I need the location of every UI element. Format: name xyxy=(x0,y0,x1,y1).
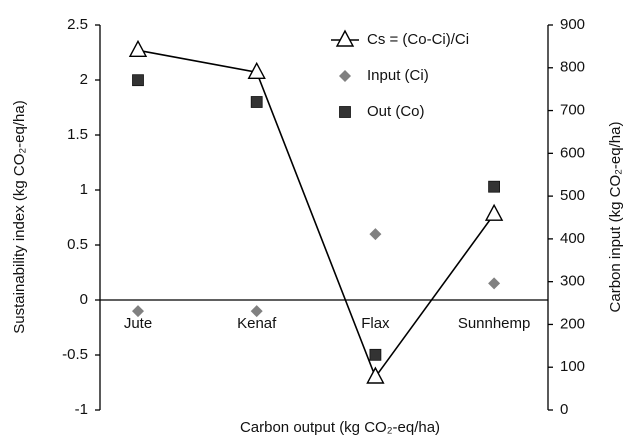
data-point xyxy=(247,61,266,80)
legend-marker xyxy=(339,106,351,118)
x-tick-label: Kenaf xyxy=(237,315,277,332)
x-tick-label: Flax xyxy=(361,315,390,332)
legend-marker xyxy=(335,29,355,47)
data-point xyxy=(132,305,144,318)
legend-label: Cs = (Co-Ci)/Ci xyxy=(367,31,469,48)
x-tick-label: Sunnhemp xyxy=(458,315,531,332)
legend-marker xyxy=(339,70,351,82)
legend-label: Out (Co) xyxy=(367,103,425,120)
x-axis-label: Carbon output (kg CO₂-eq/ha) xyxy=(240,419,440,436)
y2-tick-label: 400 xyxy=(560,230,585,247)
data-point xyxy=(369,348,382,361)
y2-tick-label: 700 xyxy=(560,102,585,119)
y-tick-label: -0.5 xyxy=(62,346,88,363)
y2-tick-label: 300 xyxy=(560,273,585,290)
data-point xyxy=(369,228,382,241)
data-point xyxy=(484,203,504,221)
y-tick-label: 0.5 xyxy=(67,236,88,253)
y-tick-label: 1.5 xyxy=(67,126,88,143)
y2-tick-label: 900 xyxy=(560,16,585,33)
data-point xyxy=(488,277,501,290)
y-tick-label: 0 xyxy=(80,291,88,308)
y2-tick-label: 0 xyxy=(560,401,568,418)
y2-tick-label: 500 xyxy=(560,187,585,204)
data-point xyxy=(128,39,148,57)
data-point xyxy=(488,180,501,193)
y-tick-label: 1 xyxy=(80,181,88,198)
y2-tick-label: 800 xyxy=(560,59,585,76)
y-tick-label: -1 xyxy=(75,401,88,418)
y-tick-label: 2 xyxy=(80,71,88,88)
y2-axis-label: Carbon input (kg CO₂-eq/ha) xyxy=(607,122,624,313)
data-point xyxy=(366,366,385,384)
data-point xyxy=(132,74,144,87)
x-tick-label: Jute xyxy=(124,315,152,332)
y2-tick-label: 200 xyxy=(560,315,585,332)
series-line xyxy=(137,49,495,379)
legend-label: Input (Ci) xyxy=(367,67,429,84)
y-tick-label: 2.5 xyxy=(67,16,88,33)
data-point xyxy=(250,305,263,318)
y-axis-label: Sustainability index (kg CO₂-eq/ha) xyxy=(11,100,28,333)
y2-tick-label: 600 xyxy=(560,144,585,161)
y2-tick-label: 100 xyxy=(560,358,585,375)
data-point xyxy=(250,96,263,108)
